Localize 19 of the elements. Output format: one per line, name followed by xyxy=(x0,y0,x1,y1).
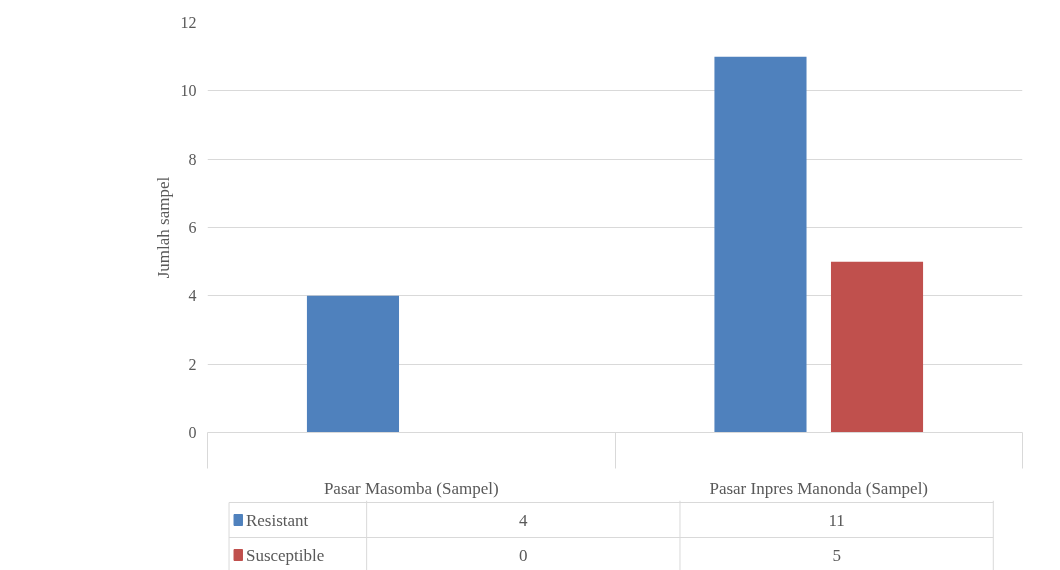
y-tick-label: 12 xyxy=(180,14,197,31)
y-tick-label: 10 xyxy=(180,82,197,100)
y-axis-title: Jumlah sampel xyxy=(153,176,173,279)
bar xyxy=(306,295,400,433)
y-tick-label: 6 xyxy=(188,219,197,236)
x-tick-label: Pasar Masomba (Sampel) xyxy=(323,478,499,498)
bar xyxy=(830,261,924,433)
data-label: 11 xyxy=(828,510,845,530)
data-label: 4 xyxy=(519,510,529,530)
y-tick-label: 8 xyxy=(188,150,197,168)
y-tick-label: 2 xyxy=(188,355,197,373)
data-label: 5 xyxy=(832,545,841,565)
y-tick-label: 0 xyxy=(188,424,197,441)
data-label: 0 xyxy=(519,545,528,565)
bar xyxy=(714,56,807,433)
legend-label: Susceptible xyxy=(245,545,325,565)
x-tick-label: Pasar Inpres Manonda (Sampel) xyxy=(709,478,929,498)
y-tick-label: 4 xyxy=(188,287,197,305)
legend-label: Resistant xyxy=(245,510,309,530)
